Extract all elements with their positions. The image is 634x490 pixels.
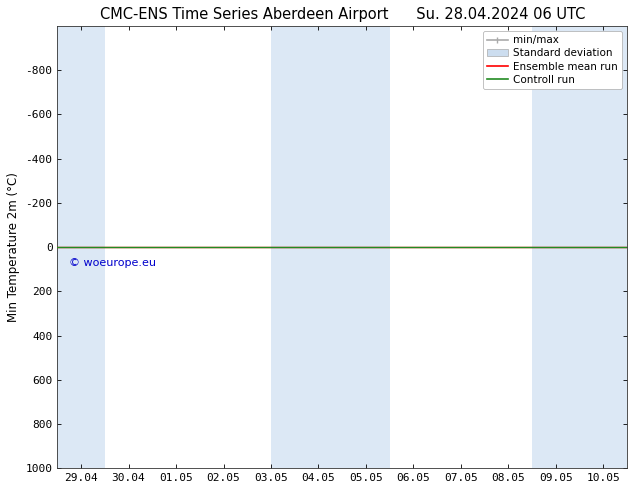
Bar (271, 26, 390, 468)
Y-axis label: Min Temperature 2m (°C): Min Temperature 2m (°C) (7, 172, 20, 322)
Bar (57, 26, 105, 468)
Text: © woeurope.eu: © woeurope.eu (68, 258, 156, 268)
Bar (532, 26, 627, 468)
Legend: min/max, Standard deviation, Ensemble mean run, Controll run: min/max, Standard deviation, Ensemble me… (482, 31, 622, 89)
Title: CMC-ENS Time Series Aberdeen Airport      Su. 28.04.2024 06 UTC: CMC-ENS Time Series Aberdeen Airport Su.… (100, 7, 585, 22)
